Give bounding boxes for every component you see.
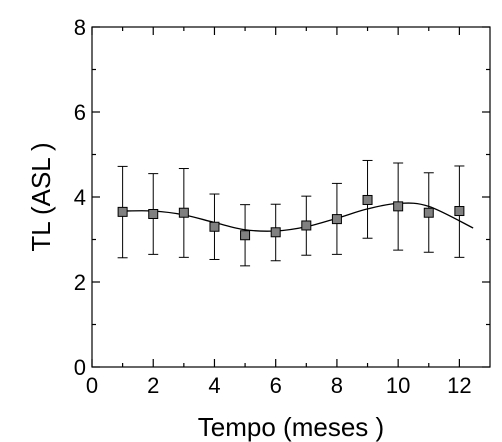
data-point [423,207,434,218]
y-tick-label: 0 [74,355,86,380]
y-tick-label: 4 [74,185,86,210]
data-point [331,214,342,225]
x-axis-title: Tempo (meses ) [198,412,384,442]
y-tick-label: 6 [74,100,86,125]
x-tick-label: 6 [270,373,282,398]
y-tick-label: 2 [74,270,86,295]
x-tick-label: 12 [447,373,471,398]
y-axis-title: TL (ASL ) [26,142,56,251]
fit-curve-group [122,202,474,232]
data-point [362,194,373,205]
axes: 0 2 4 6 8 10 12 0 2 4 6 8 [74,15,490,398]
data-point [117,206,128,217]
data-point [301,220,312,231]
x-tick-label: 10 [386,373,410,398]
x-tick-label: 8 [331,373,343,398]
y-tick-label: 8 [74,15,86,40]
data-point [178,207,189,218]
x-tick-label: 2 [147,373,159,398]
x-tick-label: 4 [208,373,220,398]
fit-curve [122,202,474,232]
data-point [270,227,281,238]
data-point [393,201,404,212]
data-point [209,221,220,232]
x-tick-label: 0 [86,373,98,398]
plot-frame [91,26,491,368]
data-point [240,230,251,241]
data-point [148,209,159,219]
data-point [454,206,465,217]
data-points [117,194,465,241]
